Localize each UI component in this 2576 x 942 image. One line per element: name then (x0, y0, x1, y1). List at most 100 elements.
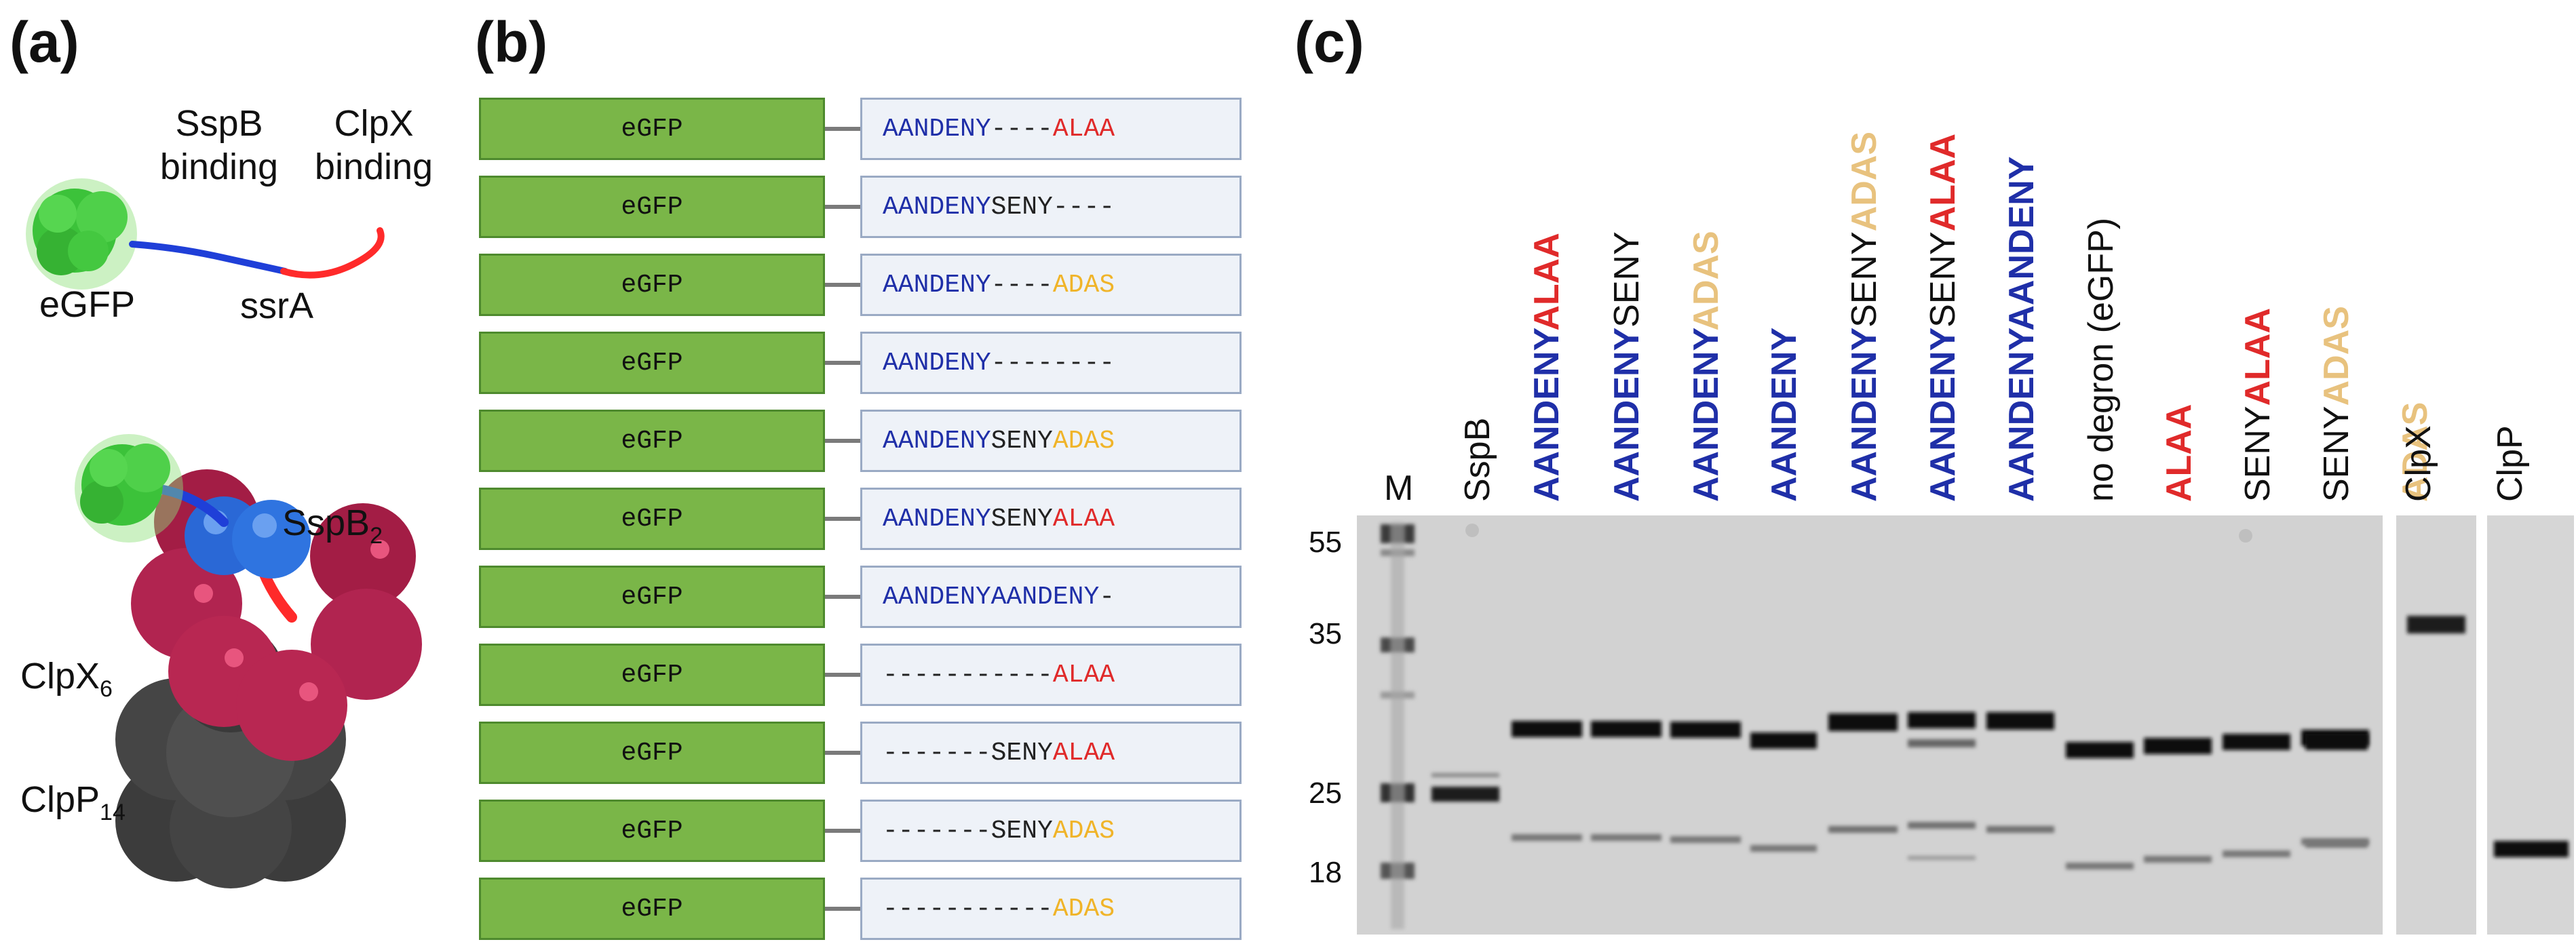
marker-lane-bands (1381, 522, 1415, 929)
mw-marker-25: 25 (1309, 777, 1342, 810)
panel-a-label: (a) (9, 10, 79, 74)
clpp14-label: ClpP14 (20, 779, 126, 826)
mw-marker-35: 35 (1309, 617, 1342, 650)
egfp-box-label: eGFP (621, 738, 683, 768)
clpx-binding-label: ClpX binding (309, 102, 438, 189)
clpx-binding-line1: ClpX (334, 103, 414, 144)
ssra-label: ssrA (240, 286, 313, 326)
clpx6-base: ClpX (20, 656, 100, 696)
linker (825, 205, 860, 209)
linker (825, 439, 860, 443)
egfp-box: eGFP (479, 488, 825, 550)
clpx-gel (2396, 515, 2476, 935)
construct-row: eGFP -------SENY ALAA (479, 722, 1242, 784)
egfp-ssra-schematic (26, 178, 385, 290)
linker (825, 751, 860, 755)
tag-sequence-segment: AANDENY (883, 270, 991, 300)
tag-sequence-segment: ----------- (883, 894, 1053, 924)
tag-sequence-box: AANDENY SENY ALAA (860, 488, 1242, 550)
adas-lane-bands (2305, 734, 2368, 848)
sspb2-label: SspB2 (282, 502, 383, 549)
tag-sequence-segment: SENY (991, 192, 1053, 222)
construct-row: eGFP AANDENY SENY ADAS (479, 410, 1242, 472)
tag-sequence-box: ----------- ALAA (860, 644, 1242, 706)
tag-sequence-segment: AANDENY (883, 114, 991, 144)
clpp14-base: ClpP (20, 779, 100, 820)
tag-sequence-box: AANDENY SENY ---- (860, 176, 1242, 238)
tag-sequence-segment: SENY (991, 504, 1053, 534)
mw-marker-55: 55 (1309, 526, 1342, 559)
egfp-box: eGFP (479, 254, 825, 316)
tag-sequence-box: AANDENY ---- ADAS (860, 254, 1242, 316)
tag-sequence-segment: AANDENY (883, 348, 991, 378)
tag-sequence-segment: -------SENY (883, 738, 1053, 768)
tag-sequence-segment: -------- (991, 348, 1115, 378)
egfp-box-label: eGFP (621, 348, 683, 378)
tag-sequence-segment: ALAA (1052, 660, 1115, 690)
egfp-box: eGFP (479, 332, 825, 394)
linker (825, 283, 860, 287)
tag-sequence-segment: ADAS (1052, 426, 1115, 456)
clpx6-sub: 6 (100, 675, 113, 702)
panel-c-label: (c) (1294, 10, 1364, 74)
sspb-binding-label: SspB binding (155, 102, 284, 189)
tag-sequence-segment: ----------- (883, 660, 1053, 690)
egfp-box-label: eGFP (621, 192, 683, 222)
tag-sequence-segment: AANDENY (883, 426, 991, 456)
sspb-lane-bands (1431, 773, 1499, 802)
egfp-box: eGFP (479, 800, 825, 862)
tag-sequence-segment: SENY (991, 426, 1053, 456)
egfp-box-label: eGFP (621, 660, 683, 690)
linker (825, 361, 860, 365)
clpp-lane-bands (2494, 841, 2569, 857)
tag-sequence-segment: AANDENYAANDENY (883, 582, 1100, 612)
lane-label-m: M (1384, 469, 1414, 508)
linker (825, 829, 860, 833)
tag-sequence-segment: -------SENY (883, 816, 1053, 846)
egfp-box: eGFP (479, 98, 825, 160)
egfp-box-label: eGFP (621, 114, 683, 144)
clpx-binding-line2: binding (314, 146, 434, 187)
linker (825, 127, 860, 131)
egfp-box-label: eGFP (621, 816, 683, 846)
sspb-binding-line2: binding (159, 146, 279, 187)
tag-sequence-segment: ---- (991, 270, 1053, 300)
linker (825, 595, 860, 599)
panel-b-label: (b) (475, 10, 548, 74)
tag-sequence-box: -------SENY ALAA (860, 722, 1242, 784)
construct-row: eGFP AANDENY SENY ---- (479, 176, 1242, 238)
sspb-binding-line1: SspB (175, 103, 263, 144)
egfp-box-label: eGFP (621, 270, 683, 300)
tag-sequence-segment: ---- (1052, 192, 1115, 222)
tag-sequence-box: AANDENY ---- ALAA (860, 98, 1242, 160)
tag-sequence-segment: ADAS (1052, 894, 1115, 924)
tag-sequence-segment: ADAS (1052, 270, 1115, 300)
construct-row: eGFP -------SENY ADAS (479, 800, 1242, 862)
construct-row: eGFP AANDENY ---- ADAS (479, 254, 1242, 316)
construct-row: eGFP ----------- ADAS (479, 878, 1242, 940)
construct-row: eGFP AANDENY -------- (479, 332, 1242, 394)
egfp-box: eGFP (479, 566, 825, 628)
egfp-box-label: eGFP (621, 426, 683, 456)
tag-sequence-segment: ALAA (1052, 504, 1115, 534)
egfp-box-label: eGFP (621, 582, 683, 612)
tag-sequence-box: ----------- ADAS (860, 878, 1242, 940)
clpp14-sub: 14 (100, 799, 126, 825)
linker (825, 517, 860, 521)
egfp-box-label: eGFP (621, 504, 683, 534)
clpxp-complex (75, 434, 422, 888)
tag-sequence-segment: - (1099, 582, 1115, 612)
egfp-box-label: eGFP (621, 894, 683, 924)
construct-row: eGFP AANDENYAANDENY - (479, 566, 1242, 628)
tag-sequence-segment: AANDENY (883, 504, 991, 534)
construct-row: eGFP AANDENY ---- ALAA (479, 98, 1242, 160)
construct-row: eGFP ----------- ALAA (479, 644, 1242, 706)
clpp-gel (2487, 515, 2574, 935)
egfp-label: eGFP (39, 284, 136, 325)
tag-sequence-segment: ---- (991, 114, 1053, 144)
tag-sequence-segment: ALAA (1052, 738, 1115, 768)
sspb2-base: SspB (282, 503, 370, 543)
linker (825, 673, 860, 677)
mw-marker-18: 18 (1309, 856, 1342, 889)
